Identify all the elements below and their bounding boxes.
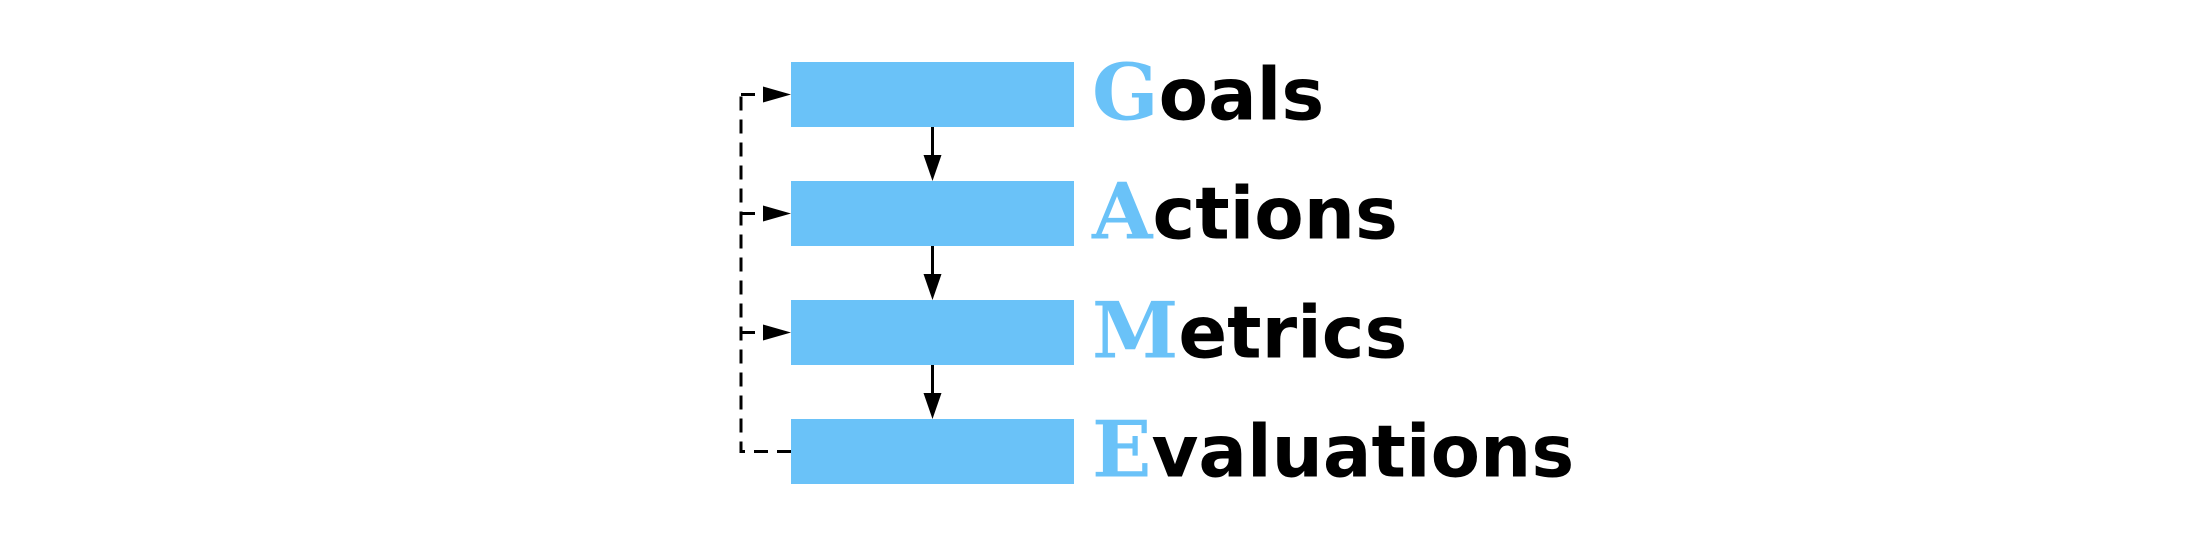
sequence-arrow [923,246,942,300]
stage-rest-metrics: etrics [1178,291,1407,375]
stage-initial-metrics: M [1092,286,1178,377]
stage-box-goals [791,62,1074,127]
sequence-arrow [923,127,942,181]
stage-actions: Actions [791,167,1398,258]
stage-box-actions [791,181,1074,246]
feedback-loop-line [739,94,791,453]
stage-evaluations: Evaluations [791,405,1574,496]
stage-label-actions: Actions [1091,167,1398,258]
stage-initial-actions: A [1091,167,1154,258]
feedback-loop [739,86,791,453]
feedback-arrow-head [763,205,791,222]
feedback-arrow-head [763,324,791,341]
sequence-arrow-head [923,155,942,181]
stage-box-evaluations [791,419,1074,484]
feedback-arrow-head [763,86,791,103]
sequence-arrow-head [923,393,942,419]
feedback-arrow-actions [741,205,791,222]
sequence-arrow-head [923,274,942,300]
stage-label-metrics: Metrics [1092,286,1407,377]
stage-label-evaluations: Evaluations [1092,405,1574,496]
sequence-arrow [923,365,942,419]
stage-initial-evaluations: E [1092,405,1151,496]
stage-rest-actions: ctions [1153,172,1398,256]
sequence-arrows [923,127,942,419]
stage-rest-evaluations: valuations [1151,410,1574,494]
stage-rest-goals: oals [1159,53,1325,137]
stage-initial-goals: G [1092,48,1159,139]
stage-label-goals: Goals [1092,48,1324,139]
stage-goals: Goals [791,48,1324,139]
feedback-arrow-goals [741,86,791,103]
stage-box-metrics [791,300,1074,365]
feedback-arrow-metrics [741,324,791,341]
stage-metrics: Metrics [791,286,1407,377]
